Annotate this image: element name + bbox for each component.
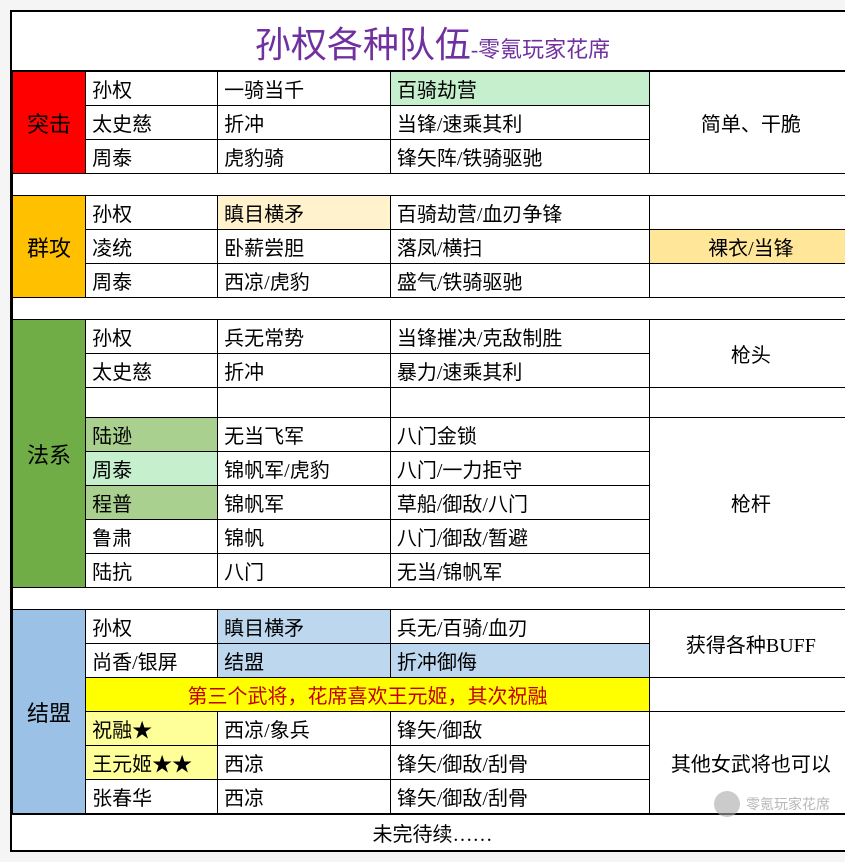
- skill1-cell: 西凉: [218, 780, 391, 814]
- hero-cell: 凌统: [86, 230, 218, 264]
- hero-cell: 孙权: [86, 196, 218, 230]
- hero-cell: 孙权: [86, 72, 218, 106]
- watermark-icon: [714, 791, 740, 817]
- hero-cell: 孙权: [86, 610, 218, 644]
- skill2-cell: 盛气/铁骑驱驰: [390, 264, 649, 298]
- skill1-cell: 西凉: [218, 746, 391, 780]
- hero-cell: 太史慈: [86, 354, 218, 388]
- note-cell: 简单、干脆: [649, 72, 845, 174]
- skill2-cell: 锋矢/御敌/刮骨: [390, 780, 649, 814]
- skill1-cell: 兵无常势: [218, 320, 391, 354]
- skill1-cell: 折冲: [218, 106, 391, 140]
- category-cell: 突击: [13, 72, 86, 174]
- skill1-cell: 结盟: [218, 644, 391, 678]
- hero-cell: 陆抗: [86, 554, 218, 588]
- hero-cell: 张春华: [86, 780, 218, 814]
- skill2-cell: 暴力/速乘其利: [390, 354, 649, 388]
- category-cell: 群攻: [13, 196, 86, 298]
- skill2-cell: 锋矢/御敌: [390, 712, 649, 746]
- spacer-row: [13, 298, 845, 320]
- table-row: 法系孙权兵无常势当锋摧决/克敌制胜枪头: [13, 320, 845, 354]
- skill1-cell: 折冲: [218, 354, 391, 388]
- watermark: 零氪玩家花席: [714, 791, 830, 817]
- table-row: 周泰西凉/虎豹盛气/铁骑驱驰: [13, 264, 845, 298]
- hero-cell: 周泰: [86, 140, 218, 174]
- hero-cell: 鲁肃: [86, 520, 218, 554]
- skill1-cell: 瞋目横矛: [218, 610, 391, 644]
- note-cell: 枪头: [649, 320, 845, 388]
- hero-cell: 孙权: [86, 320, 218, 354]
- skill1-cell: 锦帆: [218, 520, 391, 554]
- skill2-cell: 当锋摧决/克敌制胜: [390, 320, 649, 354]
- skill2-cell: 兵无/百骑/血刃: [390, 610, 649, 644]
- skill2-cell: 折冲御侮: [390, 644, 649, 678]
- hero-cell: 王元姬★★: [86, 746, 218, 780]
- hero-cell: 尚香/银屏: [86, 644, 218, 678]
- skill2-cell: 当锋/速乘其利: [390, 106, 649, 140]
- skill1-cell: 一骑当千: [218, 72, 391, 106]
- skill2-cell: 锋矢阵/铁骑驱驰: [390, 140, 649, 174]
- table-row: 陆逊无当飞军八门金锁枪杆: [13, 418, 845, 452]
- hero-cell: 祝融★: [86, 712, 218, 746]
- note-cell: 枪杆: [649, 418, 845, 588]
- skill2-cell: 无当/锦帆军: [390, 554, 649, 588]
- table-row: 凌统卧薪尝胆落凤/横扫裸衣/当锋: [13, 230, 845, 264]
- note-cell: [649, 388, 845, 418]
- skill1-cell: 卧薪尝胆: [218, 230, 391, 264]
- note-cell: [649, 196, 845, 230]
- hero-cell: 太史慈: [86, 106, 218, 140]
- skill2-cell: 百骑劫营: [390, 72, 649, 106]
- hero-cell: 周泰: [86, 264, 218, 298]
- note-cell: 裸衣/当锋: [649, 230, 845, 264]
- hero-cell: 陆逊: [86, 418, 218, 452]
- skill1-cell: 无当飞军: [218, 418, 391, 452]
- note-cell: [649, 264, 845, 298]
- spacer-row: [13, 588, 845, 610]
- skill1-cell: 瞋目横矛: [218, 196, 391, 230]
- hero-cell: 周泰: [86, 452, 218, 486]
- table-row: 第三个武将，花席喜欢王元姬，其次祝融: [13, 678, 845, 712]
- table-wrapper: 孙权各种队伍-零氪玩家花席 突击孙权一骑当千百骑劫营简单、干脆太史慈折冲当锋/速…: [10, 10, 845, 852]
- skill1-cell: 八门: [218, 554, 391, 588]
- table-row: 结盟孙权瞋目横矛兵无/百骑/血刃获得各种BUFF: [13, 610, 845, 644]
- watermark-text: 零氪玩家花席: [746, 794, 830, 814]
- skill2-cell: 八门/一力拒守: [390, 452, 649, 486]
- skill1-cell: 锦帆军: [218, 486, 391, 520]
- skill2-cell: 锋矢/御敌/刮骨: [390, 746, 649, 780]
- skill1-cell: 锦帆军/虎豹: [218, 452, 391, 486]
- sub-title: -零氪玩家花席: [471, 37, 610, 62]
- table-row: 突击孙权一骑当千百骑劫营简单、干脆: [13, 72, 845, 106]
- main-title: 孙权各种队伍: [255, 25, 471, 65]
- skill1-cell: [218, 388, 391, 418]
- skill2-cell: 落凤/横扫: [390, 230, 649, 264]
- skill2-cell: 草船/御敌/八门: [390, 486, 649, 520]
- skill2-cell: 八门/御敌/暂避: [390, 520, 649, 554]
- skill1-cell: 西凉/虎豹: [218, 264, 391, 298]
- note-cell: 获得各种BUFF: [649, 610, 845, 678]
- category-cell: 法系: [13, 320, 86, 588]
- skill2-cell: [390, 388, 649, 418]
- full-row-note: 第三个武将，花席喜欢王元姬，其次祝融: [86, 678, 650, 712]
- hero-cell: 程普: [86, 486, 218, 520]
- footer-text: 未完待续……: [12, 814, 845, 850]
- skill2-cell: 八门金锁: [390, 418, 649, 452]
- skill2-cell: 百骑劫营/血刃争锋: [390, 196, 649, 230]
- table-row: 祝融★西凉/象兵锋矢/御敌其他女武将也可以: [13, 712, 845, 746]
- table-row: [13, 388, 845, 418]
- skill1-cell: 西凉/象兵: [218, 712, 391, 746]
- category-cell: 结盟: [13, 610, 86, 814]
- skill1-cell: 虎豹骑: [218, 140, 391, 174]
- team-table: 突击孙权一骑当千百骑劫营简单、干脆太史慈折冲当锋/速乘其利周泰虎豹骑锋矢阵/铁骑…: [12, 71, 845, 814]
- table-row: 群攻孙权瞋目横矛百骑劫营/血刃争锋: [13, 196, 845, 230]
- hero-cell: [86, 388, 218, 418]
- spacer-row: [13, 174, 845, 196]
- title-row: 孙权各种队伍-零氪玩家花席: [12, 12, 845, 71]
